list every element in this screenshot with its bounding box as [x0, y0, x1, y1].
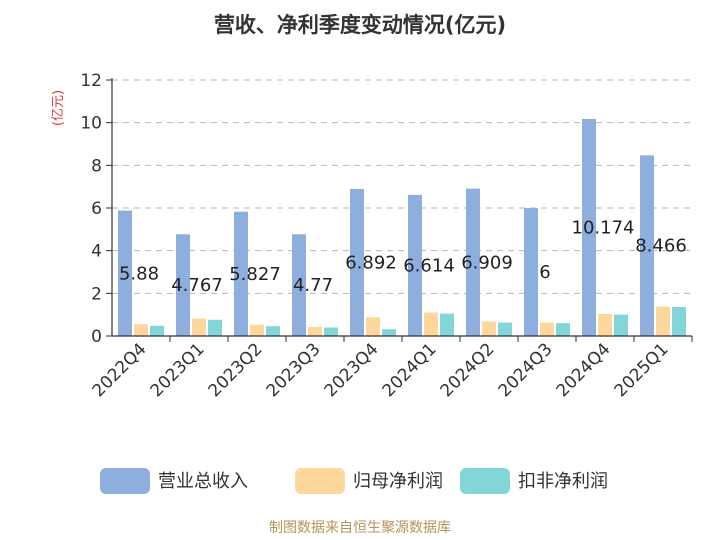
x-tick-label: 2024Q2 [437, 339, 499, 401]
y-tick-label: 4 [91, 242, 102, 262]
x-tick-label: 2025Q1 [611, 339, 673, 401]
legend-label: 营业总收入 [158, 471, 248, 492]
data-label: 6.892 [345, 252, 397, 273]
legend-item-2[interactable]: 扣非净利润 [460, 468, 608, 494]
y-tick-label: 8 [91, 156, 102, 176]
y-tick-label: 12 [80, 71, 102, 91]
bar-1-2024Q4[interactable] [598, 314, 612, 336]
bar-0-2024Q4[interactable] [582, 118, 596, 336]
data-label: 5.88 [119, 263, 159, 284]
legend-swatch [295, 468, 345, 494]
x-tick-label: 2023Q3 [263, 339, 325, 401]
legend-swatch [460, 468, 510, 494]
source-note: 制图数据来自恒生聚源数据库 [269, 520, 451, 536]
bar-1-2023Q1[interactable] [192, 318, 206, 336]
bar-0-2023Q1[interactable] [176, 234, 190, 336]
data-label: 4.77 [293, 275, 333, 296]
legend-item-0[interactable]: 营业总收入 [100, 468, 248, 494]
data-label: 5.827 [229, 264, 281, 285]
bar-0-2022Q4[interactable] [118, 210, 132, 336]
bar-0-2023Q3[interactable] [292, 234, 306, 336]
bar-0-2024Q2[interactable] [466, 188, 480, 336]
data-label: 10.174 [572, 217, 635, 238]
bar-0-2025Q1[interactable] [640, 155, 654, 336]
bars [118, 118, 686, 336]
x-tick-label: 2024Q3 [495, 339, 557, 401]
bar-1-2024Q3[interactable] [540, 322, 554, 336]
bar-2-2025Q1[interactable] [672, 306, 686, 336]
legend-item-1[interactable]: 归母净利润 [295, 468, 443, 494]
y-axis-ticks: 0 2 4 6 8 10 12 [80, 71, 102, 347]
bar-2-2022Q4[interactable] [150, 325, 164, 336]
data-labels: 5.88 4.767 5.827 4.77 6.892 6.614 6.909 6 10.174… [119, 217, 687, 296]
bar-0-2023Q2[interactable] [234, 211, 248, 336]
grid-lines [112, 79, 692, 294]
axes [106, 78, 693, 342]
y-axis-unit: (亿元) [51, 90, 66, 126]
x-axis-ticks: 2022Q42023Q12023Q22023Q32023Q42024Q12024… [89, 339, 673, 401]
x-tick-label: 2022Q4 [89, 339, 151, 401]
y-tick-label: 2 [91, 284, 102, 304]
bar-2-2024Q4[interactable] [614, 314, 628, 336]
bar-2-2024Q3[interactable] [556, 323, 570, 336]
bar-1-2024Q1[interactable] [424, 312, 438, 336]
bar-2-2023Q3[interactable] [324, 327, 338, 336]
x-tick-label: 2024Q4 [553, 339, 615, 401]
data-label: 6 [539, 262, 550, 283]
bar-1-2022Q4[interactable] [134, 324, 148, 336]
y-tick-label: 6 [91, 199, 102, 219]
bar-1-2023Q3[interactable] [308, 327, 322, 336]
bar-2-2024Q2[interactable] [498, 322, 512, 336]
x-tick-label: 2023Q2 [205, 339, 267, 401]
bar-1-2024Q2[interactable] [482, 321, 496, 336]
data-label: 6.614 [403, 255, 455, 276]
y-tick-label: 0 [91, 327, 102, 347]
data-label: 8.466 [635, 236, 687, 257]
legend[interactable]: 营业总收入 归母净利润 扣非净利润 [100, 468, 608, 494]
legend-label: 扣非净利润 [518, 471, 608, 492]
y-tick-label: 10 [80, 114, 102, 134]
bar-1-2023Q4[interactable] [366, 317, 380, 336]
bar-0-2023Q4[interactable] [350, 188, 364, 336]
data-label: 4.767 [171, 275, 223, 296]
bar-1-2023Q2[interactable] [250, 324, 264, 336]
data-label: 6.909 [461, 252, 513, 273]
chart-title: 营收、净利季度变动情况(亿元) [214, 13, 506, 37]
bar-0-2024Q1[interactable] [408, 194, 422, 336]
bar-2-2023Q1[interactable] [208, 319, 222, 336]
bar-1-2025Q1[interactable] [656, 306, 670, 336]
bar-2-2023Q4[interactable] [382, 329, 396, 336]
x-tick-label: 2023Q1 [147, 339, 209, 401]
bar-2-2023Q2[interactable] [266, 326, 280, 336]
x-tick-label: 2023Q4 [321, 339, 383, 401]
bar-0-2024Q3[interactable] [524, 208, 538, 336]
x-tick-label: 2024Q1 [379, 339, 441, 401]
legend-swatch [100, 468, 150, 494]
bar-2-2024Q1[interactable] [440, 313, 454, 336]
legend-label: 归母净利润 [353, 471, 443, 492]
